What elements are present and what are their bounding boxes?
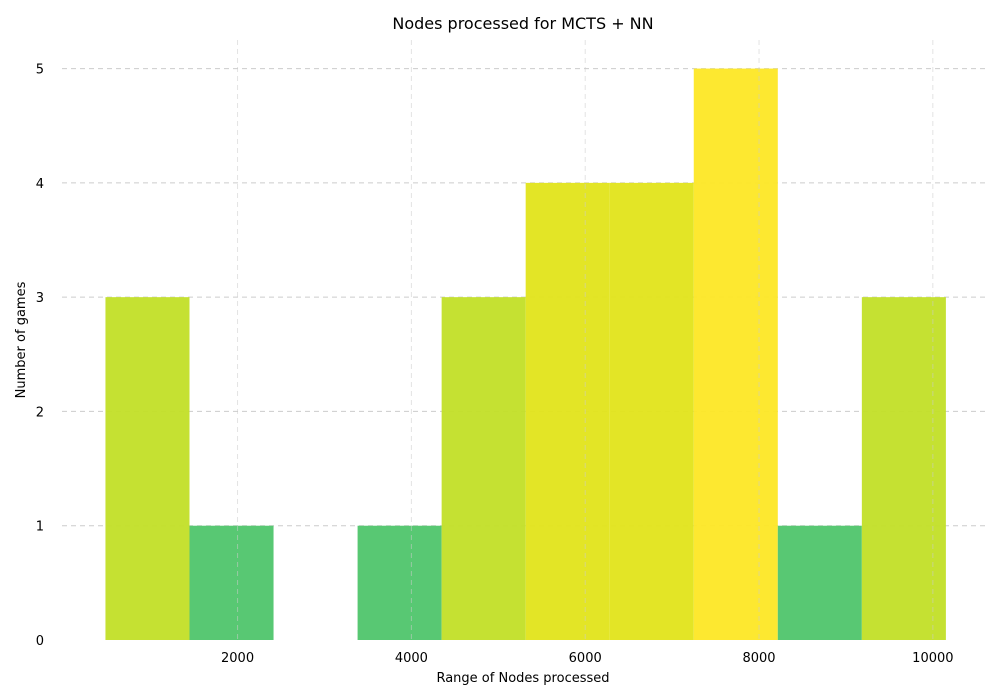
x-tick-label-2000: 2000 <box>221 651 254 666</box>
x-tick-label-6000: 6000 <box>569 651 602 666</box>
ticks-layer: 2000 4000 6000 8000 10000 0 1 2 3 4 5 <box>36 63 954 666</box>
x-tick-label-8000: 8000 <box>742 651 775 666</box>
x-axis-label: Range of Nodes processed <box>436 671 609 686</box>
bar-0 <box>105 297 190 640</box>
bar-7 <box>693 68 778 641</box>
bar-3 <box>357 525 442 640</box>
overgrid-layer <box>237 40 934 640</box>
y-tick-label-5: 5 <box>36 63 44 78</box>
y-tick-label-1: 1 <box>36 520 44 535</box>
chart-title: Nodes processed for MCTS + NN <box>392 14 653 33</box>
bar-8 <box>777 525 862 640</box>
y-tick-label-0: 0 <box>36 634 44 649</box>
y-tick-label-2: 2 <box>36 405 44 420</box>
y-axis-label: Number of games <box>14 281 29 398</box>
y-tick-label-3: 3 <box>36 291 44 306</box>
bar-5 <box>525 182 610 640</box>
bars-layer <box>105 68 946 641</box>
bar-9 <box>861 297 946 640</box>
bar-6 <box>609 182 694 640</box>
x-tick-label-4000: 4000 <box>395 651 428 666</box>
bar-1 <box>189 525 274 640</box>
bar-4 <box>441 297 526 640</box>
x-tick-label-10000: 10000 <box>912 651 953 666</box>
y-tick-label-4: 4 <box>36 177 44 192</box>
